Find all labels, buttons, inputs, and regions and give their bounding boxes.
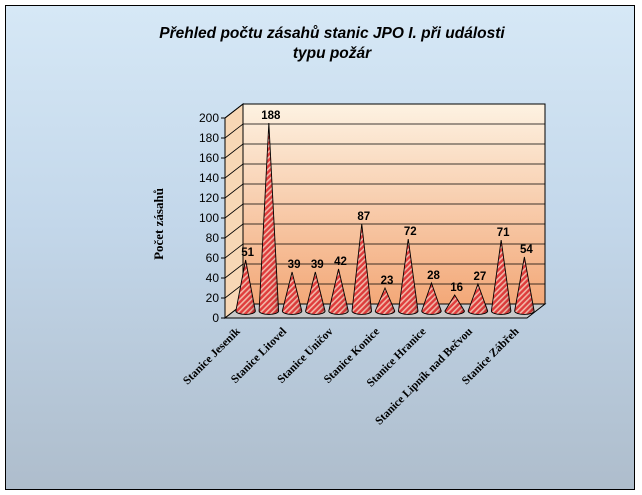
data-label: 71 <box>497 227 510 239</box>
chart-area: Přehled počtu zásahů stanic JPO I. při u… <box>5 5 635 490</box>
data-label: 54 <box>520 244 533 256</box>
chart-title-line-2: typu požár <box>293 45 372 62</box>
gridline <box>224 263 545 279</box>
gridline <box>224 143 545 159</box>
plot-area: 0 20 40 60 80 100 120 140 160 180 200 51 188 39 39 42 87… <box>181 102 547 427</box>
cone-bar <box>398 238 419 315</box>
y-axis-label: Počet zásahů <box>151 188 166 260</box>
cone-bar <box>490 239 512 315</box>
data-label: 39 <box>288 259 301 271</box>
data-label: 87 <box>357 211 370 223</box>
data-label: 28 <box>427 270 440 282</box>
cone-chart: Přehled počtu zásahů stanic JPO I. při u… <box>151 25 547 427</box>
cone-shade <box>454 295 465 315</box>
cone-shade <box>477 284 488 315</box>
y-tick-label: 20 <box>206 291 220 305</box>
cone-bar <box>444 294 465 315</box>
data-label: 39 <box>311 259 324 271</box>
cone-bar <box>374 286 396 315</box>
y-tick-label: 0 <box>212 311 219 325</box>
cone-bar <box>351 223 372 315</box>
gridline <box>224 123 545 139</box>
y-tick-label: 60 <box>206 251 220 265</box>
y-tick-label: 200 <box>199 111 219 125</box>
y-tick-label: 140 <box>199 171 219 185</box>
cone-shade <box>524 257 535 315</box>
data-label: 51 <box>241 247 254 259</box>
data-label: 23 <box>381 275 394 287</box>
data-label: 16 <box>450 282 463 294</box>
cone-shade <box>408 239 418 315</box>
data-label: 72 <box>404 226 417 238</box>
cone-bar <box>467 282 489 315</box>
cone-bar <box>421 281 442 315</box>
cone-bar <box>305 271 326 315</box>
x-category-label: Stanice Lipník nad Bečvou <box>373 325 475 427</box>
cone-shade <box>431 283 442 315</box>
gridline <box>224 223 545 239</box>
cone-shade <box>245 260 256 315</box>
gridline <box>224 163 545 179</box>
cone-shade <box>385 288 395 315</box>
cone-shade <box>268 123 279 315</box>
data-label: 42 <box>334 256 347 268</box>
y-tick-label: 120 <box>199 191 219 205</box>
gridline <box>224 103 545 119</box>
cone-shade <box>292 272 302 315</box>
cone-bar <box>281 271 303 315</box>
gridline <box>224 203 545 219</box>
gridline <box>224 243 545 259</box>
data-label: 188 <box>261 110 281 122</box>
data-label: 27 <box>474 271 487 283</box>
y-tick-label: 160 <box>199 151 219 165</box>
y-tick-label: 80 <box>206 231 220 245</box>
cone-shade <box>338 269 349 315</box>
gridline <box>224 183 545 199</box>
cone-bar <box>235 259 256 315</box>
cone-shade <box>361 224 372 315</box>
cone-shade <box>315 272 326 315</box>
y-tick-label: 40 <box>206 271 220 285</box>
cone-shade <box>501 240 511 315</box>
y-tick-label: 180 <box>199 131 219 145</box>
cone-bar <box>328 268 349 315</box>
cone-bar <box>258 122 280 315</box>
cone-bar <box>514 256 535 315</box>
chart-title-line-1: Přehled počtu zásahů stanic JPO I. při u… <box>159 25 505 42</box>
y-tick-label: 100 <box>199 211 219 225</box>
